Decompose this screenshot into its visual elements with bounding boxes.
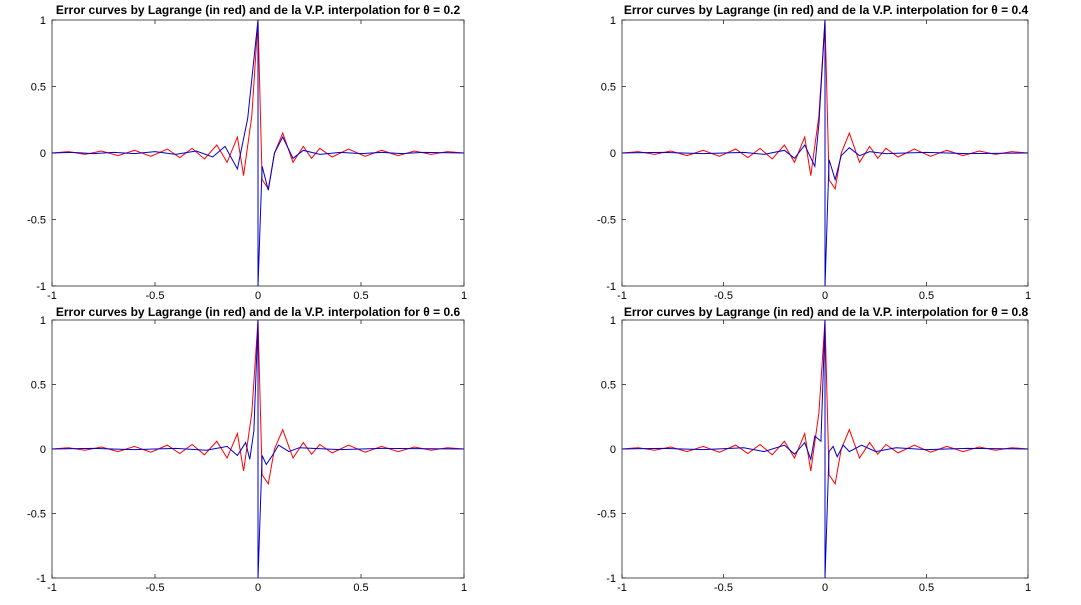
y-tick-label: -1 — [36, 281, 46, 293]
y-tick-label: -1 — [606, 281, 616, 293]
y-tick-label: -0.5 — [597, 509, 616, 521]
x-tick-label: -0.5 — [714, 582, 733, 594]
chart-title: Error curves by Lagrange (in red) and de… — [624, 3, 1029, 17]
x-tick-label: 1 — [461, 290, 467, 302]
series-line-vp — [622, 320, 1028, 578]
y-tick-label: -0.5 — [27, 509, 46, 521]
x-tick-label: 0.5 — [919, 582, 934, 594]
x-tick-label: 0 — [255, 582, 261, 594]
chart-title: Error curves by Lagrange (in red) and de… — [624, 305, 1029, 319]
y-tick-label: 0 — [40, 148, 46, 160]
y-tick-label: -1 — [606, 573, 616, 585]
series-line-vp — [52, 20, 464, 286]
subplot-1: Error curves by Lagrange (in red) and de… — [27, 3, 467, 302]
y-tick-label: 1 — [40, 315, 46, 327]
x-tick-label: 0.5 — [353, 290, 368, 302]
x-tick-label: -1 — [617, 582, 627, 594]
x-tick-label: 0 — [822, 290, 828, 302]
series-line-vp — [52, 320, 464, 578]
y-tick-label: 0 — [40, 444, 46, 456]
subplot-2: Error curves by Lagrange (in red) and de… — [597, 3, 1031, 302]
y-tick-label: 1 — [40, 15, 46, 27]
x-tick-label: 1 — [1025, 290, 1031, 302]
y-tick-label: 0.5 — [31, 380, 46, 392]
x-tick-label: -0.5 — [714, 290, 733, 302]
chart-title: Error curves by Lagrange (in red) and de… — [56, 305, 461, 319]
y-tick-label: 0 — [610, 444, 616, 456]
y-tick-label: 0.5 — [601, 380, 616, 392]
x-tick-label: -0.5 — [146, 582, 165, 594]
x-tick-label: 0.5 — [919, 290, 934, 302]
y-tick-label: 0.5 — [601, 82, 616, 94]
x-tick-label: -1 — [47, 290, 57, 302]
subplot-3: Error curves by Lagrange (in red) and de… — [27, 305, 467, 594]
x-tick-label: 1 — [461, 582, 467, 594]
y-tick-label: -0.5 — [27, 215, 46, 227]
x-tick-label: 0 — [255, 290, 261, 302]
series-line-vp — [622, 20, 1028, 286]
y-tick-label: -1 — [36, 573, 46, 585]
y-tick-label: -0.5 — [597, 215, 616, 227]
y-tick-label: 1 — [610, 15, 616, 27]
x-tick-label: 1 — [1025, 582, 1031, 594]
x-tick-label: -0.5 — [146, 290, 165, 302]
y-tick-label: 0.5 — [31, 82, 46, 94]
x-tick-label: 0.5 — [353, 582, 368, 594]
y-tick-label: 1 — [610, 315, 616, 327]
x-tick-label: 0 — [822, 582, 828, 594]
chart-title: Error curves by Lagrange (in red) and de… — [56, 3, 461, 17]
x-tick-label: -1 — [47, 582, 57, 594]
x-tick-label: -1 — [617, 290, 627, 302]
subplot-4: Error curves by Lagrange (in red) and de… — [597, 305, 1031, 594]
y-tick-label: 0 — [610, 148, 616, 160]
